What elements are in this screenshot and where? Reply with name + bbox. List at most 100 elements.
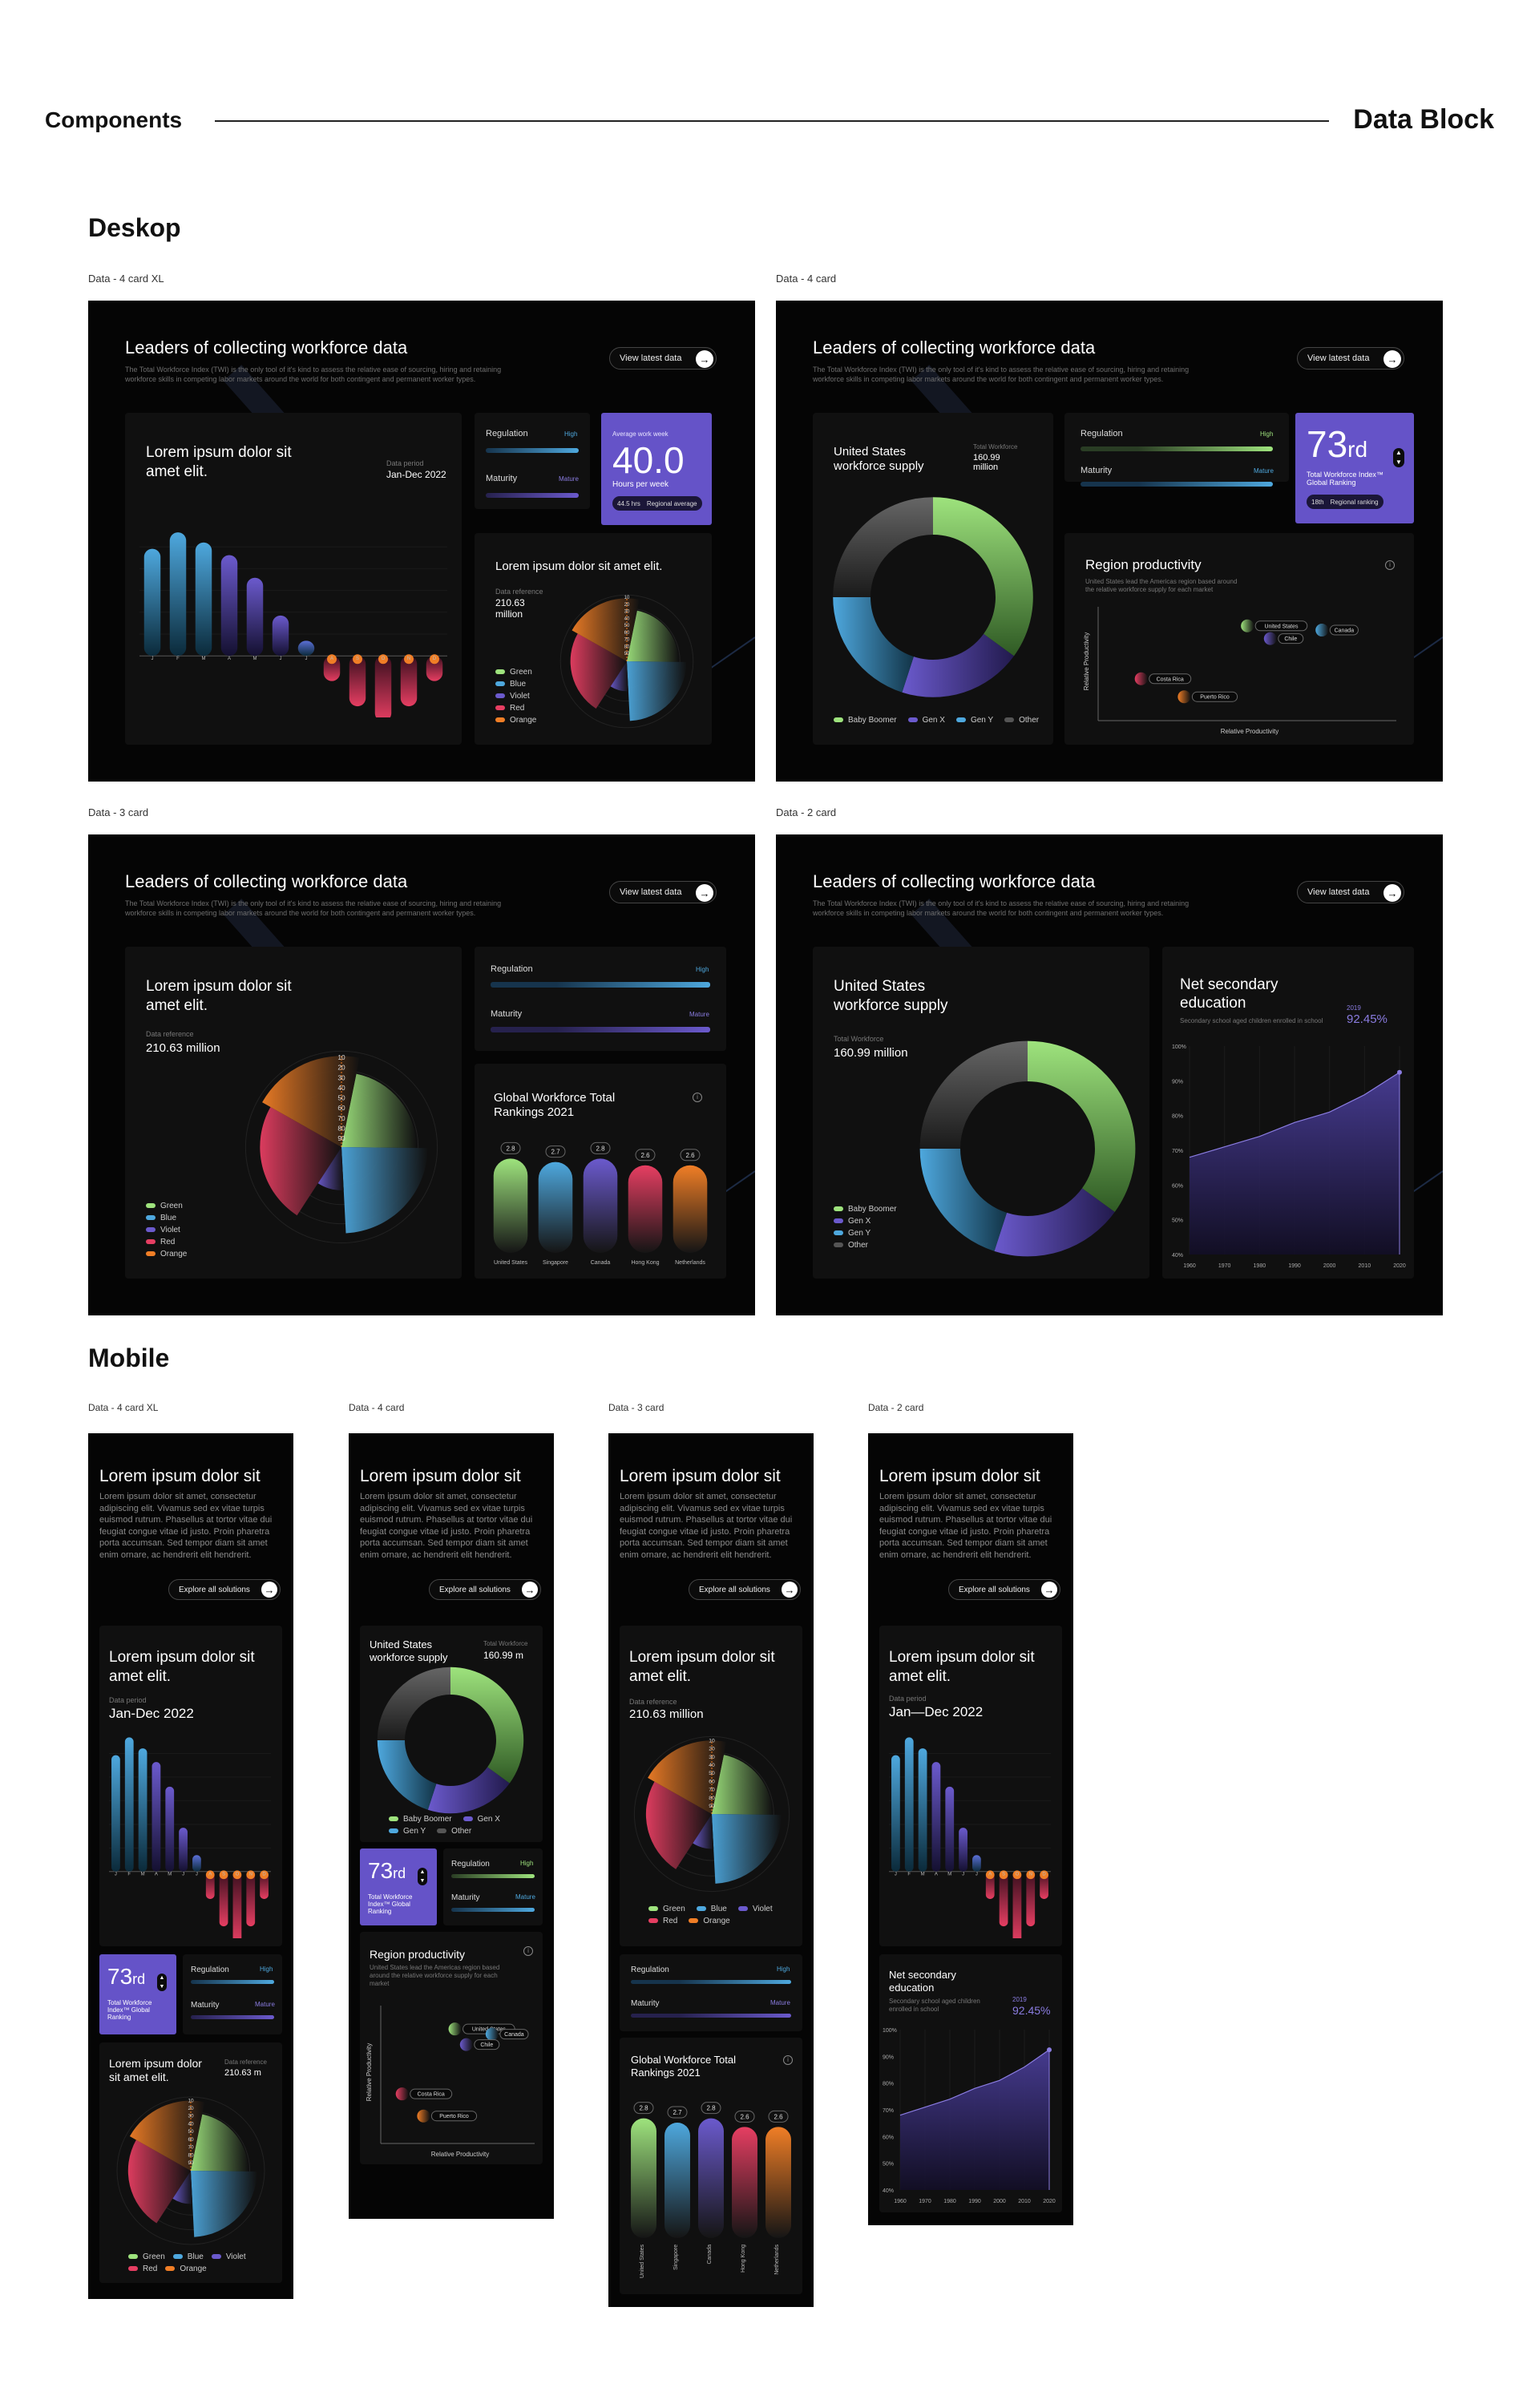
slice-Orange [129,2100,205,2171]
y-tick: 40% [1172,1253,1183,1259]
legend-swatch [389,1816,398,1821]
global-rankings-chart: 2.8 United States 2.7 Singapore 2.8 Canada 2.6… [631,2102,791,2278]
legend-label: Blue [510,679,527,689]
rank-text: Total Workforce Index™ Global Ranking [1307,471,1383,487]
card-subtitle: The Total Workforce Index (TWI) is the o… [813,899,1190,917]
radial-tick: 40 [188,2121,194,2127]
legend-label: Orange [180,2264,207,2273]
rank-suffix: rd [393,1865,406,1881]
country-label: United States [494,1260,528,1266]
legend-swatch [495,669,505,674]
y-tick: 50% [883,2162,894,2168]
legend-swatch [834,717,843,722]
legend-label: Violet [160,1225,180,1234]
rank-value: 2.6 [774,2113,783,2120]
segment-Gen Y [377,1740,437,1810]
point-Canada [485,2027,499,2041]
arrow-right-icon: → [1383,350,1401,368]
rank-arrows-icon: ▲ ▼ [1393,448,1404,467]
y-tick: 70% [1172,1149,1183,1154]
maturity-bar [491,1027,710,1032]
pie-legend: Green Blue Violet Red Orange [128,2252,265,2277]
legend-swatch [146,1215,156,1220]
explore-button[interactable]: Explore all solutions → [429,1579,541,1600]
data-ref-label: Data reference [495,588,543,596]
view-latest-data-button[interactable]: View latest data → [1297,347,1404,370]
explore-button[interactable]: Explore all solutions → [168,1579,281,1600]
net-secondary-chart: 100% 90% 80% 70% 60% 50% 40%1960 1970 1980 1990 20… [1172,1044,1406,1269]
month-marker [1012,1870,1022,1880]
rank-value: 73 [1307,423,1348,465]
legend-item: Orange [146,1250,187,1259]
bar-N [1026,1871,1036,1927]
ranking-tile: 73rd ▲ ▼ Total Workforce Index™ Global Ra… [99,1954,176,2034]
label-d-xl: Data - 4 card XL [88,273,164,285]
legend-swatch [834,1242,843,1247]
legend-item: Violet [211,2252,246,2261]
view-latest-data-button[interactable]: View latest data → [1297,881,1404,903]
country-label: Netherlands [774,2244,780,2275]
legend-label: Green [160,1201,183,1210]
legend-label: Blue [710,1904,727,1913]
rank-value: 2.6 [740,2113,749,2120]
view-latest-data-button[interactable]: View latest data → [609,881,717,903]
segment-Other [833,497,933,597]
legend-swatch [165,2266,176,2271]
panel-title: Lorem ipsum dolor sit amet elit. [889,1649,1035,1685]
radial-tick: 10 [188,2098,194,2103]
net-secondary-panel: Net secondary education Secondary school… [1162,947,1414,1279]
bar-F [904,1737,914,1872]
info-icon[interactable]: i [693,1093,702,1102]
explore-button[interactable]: Explore all solutions → [689,1579,801,1600]
explore-label: Explore all solutions [699,1585,770,1594]
explore-button[interactable]: Explore all solutions → [948,1579,1060,1600]
workforce-donut-chart [919,1040,1136,1257]
bar-S [999,1871,1008,1927]
mobile-title: Lorem ipsum dolor sit [879,1467,1040,1485]
legend-label: Blue [160,1213,177,1222]
bar-J [192,1855,201,1872]
bar-J [959,1828,967,1872]
value-pill [768,2110,789,2123]
info-icon[interactable]: i [523,1946,533,1956]
point-label: Puerto Rico [439,2114,469,2119]
legend-item: Gen Y [834,1229,897,1238]
legend-swatch [955,717,966,722]
radial-tick: 30 [709,1755,715,1760]
region-panel: Region productivity i United States lead… [360,1932,543,2164]
net-sub: Secondary school aged children enrolled … [1180,1017,1323,1024]
desktop-card-xl: Leaders of collecting workforce data The… [88,301,755,782]
legend-item: Red [648,1917,677,1925]
point-label: United States [1264,624,1299,629]
x-tick: 2010 [1018,2199,1031,2204]
components-label: Components [45,107,183,132]
area-line [1189,1072,1400,1158]
mature-label: Mature [515,1893,535,1901]
net-secondary-panel: Net secondary education Secondary school… [879,1954,1062,2212]
y-tick: 40% [883,2188,894,2194]
info-icon[interactable]: i [1385,560,1395,570]
total-workforce-value: 160.99 m [483,1650,524,1661]
data-period-value: Jan—Dec 2022 [889,1704,984,1719]
month-marker [260,1870,269,1880]
point-label-pill [1278,633,1304,644]
slice-Orange [262,1056,360,1147]
global-rankings-title: Global Workforce Total Rankings 2021 [631,2054,737,2079]
radial-tick: 50 [709,1771,715,1776]
explore-label: Explore all solutions [959,1585,1030,1594]
point-Chile [1263,632,1277,645]
month-label: J [280,657,282,661]
workforce-title: United States workforce supply [370,1638,448,1663]
bar-F [169,532,187,657]
info-icon[interactable]: i [783,2055,793,2065]
avg-work-week-value: 40.0 [612,439,685,481]
legend-label: Other [1019,715,1040,725]
legend-label: Red [160,1237,176,1246]
view-latest-data-button[interactable]: View latest data → [609,347,717,370]
month-label: F [127,1872,131,1877]
legend-swatch [211,2254,221,2259]
bar-F [124,1737,134,1872]
radial-tick: 60 [624,631,630,636]
